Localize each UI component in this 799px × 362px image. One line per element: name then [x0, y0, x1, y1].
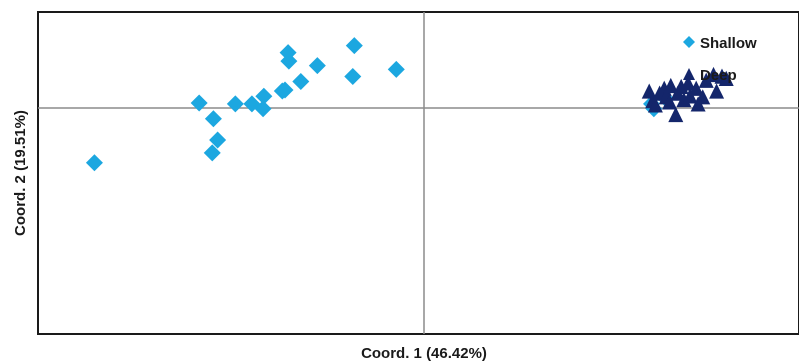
deep-point [709, 83, 725, 99]
plot-frame [37, 11, 799, 335]
shallow-point [292, 73, 310, 91]
shallow-point [308, 57, 326, 75]
legend-label-deep: Deep [700, 67, 737, 84]
deep-point [662, 94, 678, 110]
shallow-point [345, 37, 363, 55]
shallow-point [226, 95, 244, 113]
deep-point [668, 106, 684, 123]
shallow-point [209, 131, 227, 149]
shallow-point [255, 87, 273, 105]
legend-marker-shallow [683, 36, 695, 48]
legend-marker-deep [683, 68, 695, 80]
deep-point [698, 72, 714, 88]
legend-label-shallow: Shallow [700, 35, 757, 52]
x-axis-title: Coord. 1 (46.42%) [361, 345, 487, 362]
shallow-point [204, 110, 222, 128]
shallow-point [203, 144, 221, 162]
deep-point [695, 89, 711, 105]
deep-point [663, 77, 679, 94]
deep-point [718, 70, 734, 86]
deep-point [680, 75, 696, 91]
y-axis-title: Coord. 2 (19.51%) [12, 110, 29, 236]
shallow-point [85, 154, 103, 172]
shallow-point [254, 100, 272, 118]
shallow-point [276, 81, 294, 99]
deep-point [688, 80, 704, 96]
shallow-point [279, 44, 297, 62]
shallow-point [387, 60, 405, 78]
shallow-point [344, 67, 362, 85]
shallow-point [190, 94, 208, 112]
data-points [85, 37, 734, 172]
deep-point [647, 97, 663, 113]
legend: Shallow Deep [683, 35, 757, 84]
